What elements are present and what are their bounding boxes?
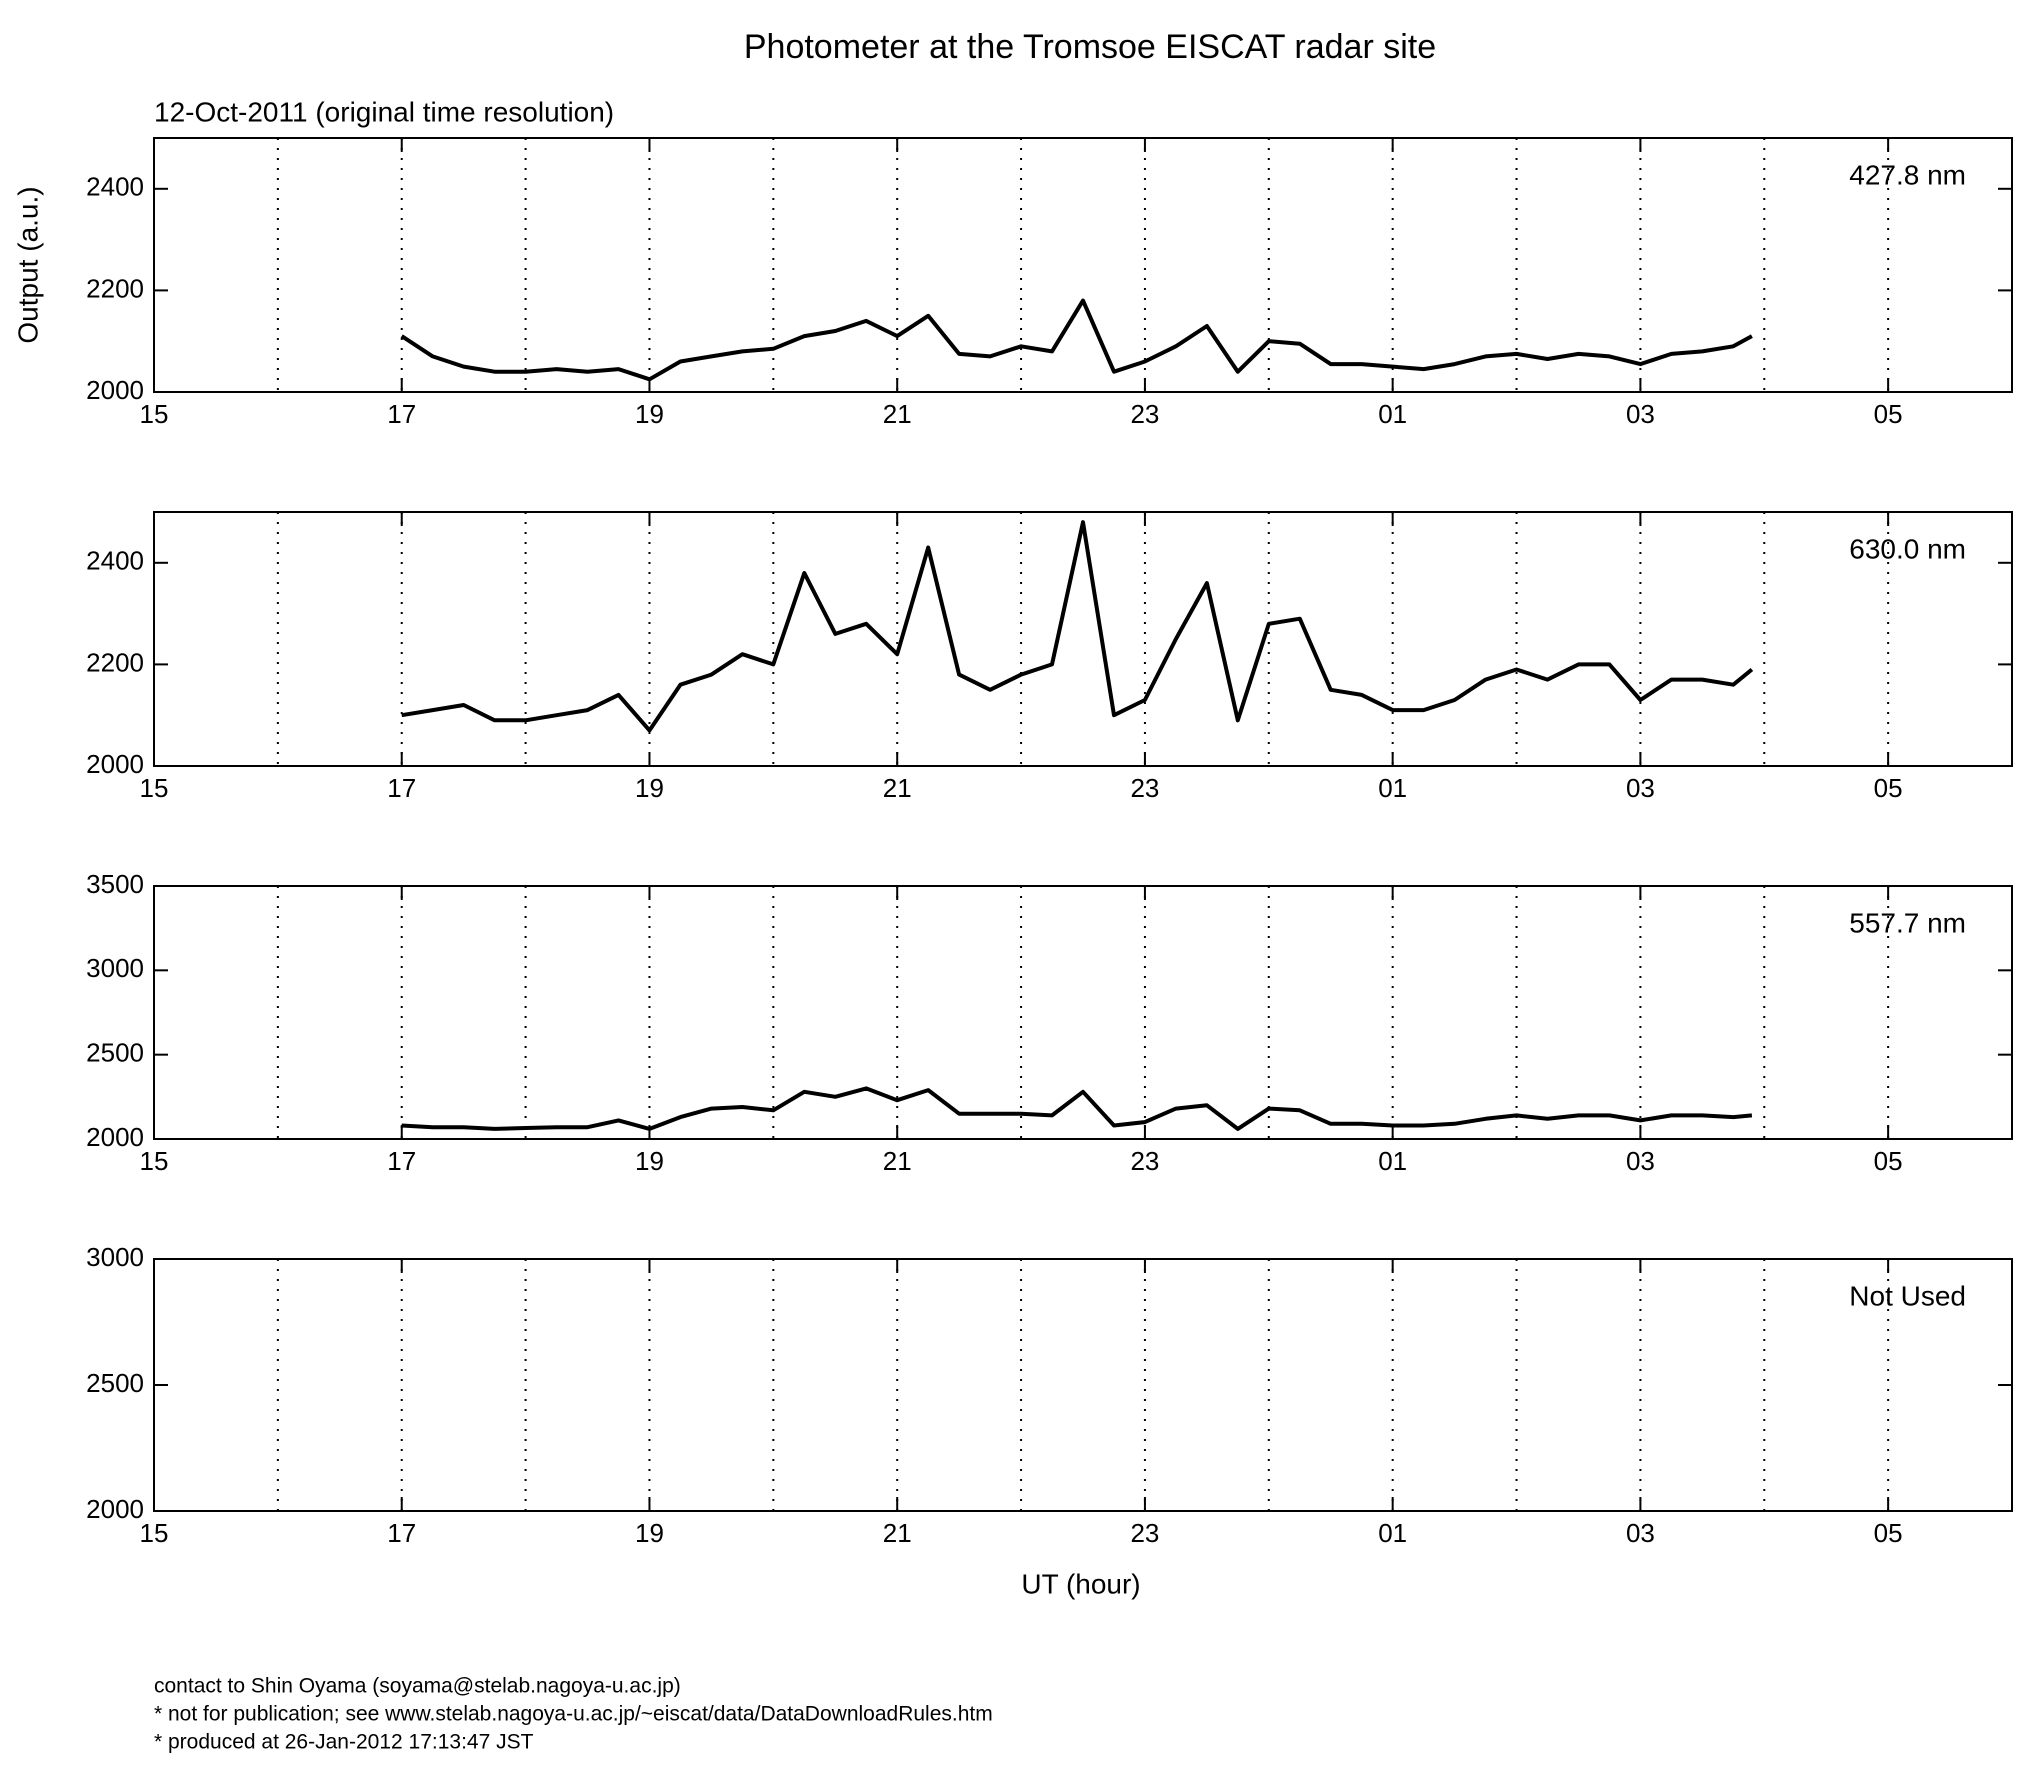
y-axis-label: Output (a.u.) <box>12 186 43 343</box>
x-tick-label: 19 <box>635 773 664 803</box>
panel-label: 557.7 nm <box>1849 907 1966 938</box>
x-tick-label: 05 <box>1874 1146 1903 1176</box>
x-tick-label: 19 <box>635 1146 664 1176</box>
x-tick-label: 05 <box>1874 773 1903 803</box>
x-tick-label: 17 <box>387 1518 416 1548</box>
y-tick-label: 3500 <box>86 869 144 899</box>
footer-line: * produced at 26-Jan-2012 17:13:47 JST <box>154 1731 534 1754</box>
footer-line: * not for publication; see www.stelab.na… <box>154 1703 993 1726</box>
x-tick-label: 17 <box>387 399 416 429</box>
subtitle: 12-Oct-2011 (original time resolution) <box>154 96 614 127</box>
x-tick-label: 03 <box>1626 1146 1655 1176</box>
plot-frame <box>153 885 2013 1140</box>
x-tick-label: 21 <box>883 1146 912 1176</box>
y-tick-label: 2200 <box>86 273 144 303</box>
x-tick-label: 23 <box>1130 399 1159 429</box>
x-tick-label: 05 <box>1874 399 1903 429</box>
x-tick-label: 21 <box>883 773 912 803</box>
y-tick-label: 2500 <box>86 1038 144 1068</box>
panel-label: Not Used <box>1849 1280 1966 1311</box>
y-tick-label: 2400 <box>86 172 144 202</box>
x-tick-label: 03 <box>1626 1518 1655 1548</box>
y-tick-label: 2000 <box>86 375 144 405</box>
figure-title: Photometer at the Tromsoe EISCAT radar s… <box>744 28 1436 66</box>
y-tick-label: 2000 <box>86 1122 144 1152</box>
footer-line: contact to Shin Oyama (soyama@stelab.nag… <box>154 1675 681 1698</box>
x-tick-label: 17 <box>387 773 416 803</box>
x-tick-label: 01 <box>1378 1518 1407 1548</box>
data-line <box>401 1086 1753 1131</box>
x-tick-label: 19 <box>635 399 664 429</box>
x-tick-label: 15 <box>140 399 169 429</box>
x-tick-label: 15 <box>140 1518 169 1548</box>
x-tick-label: 01 <box>1378 1146 1407 1176</box>
data-line <box>401 520 1754 733</box>
plot-frame <box>153 137 2013 393</box>
y-tick-label: 2200 <box>86 647 144 677</box>
x-tick-label: 21 <box>883 1518 912 1548</box>
plot-frame <box>153 1258 2013 1512</box>
y-tick-label: 2000 <box>86 749 144 779</box>
x-tick-label: 05 <box>1874 1518 1903 1548</box>
x-tick-label: 19 <box>635 1518 664 1548</box>
x-tick-label: 15 <box>140 773 169 803</box>
x-tick-label: 17 <box>387 1146 416 1176</box>
x-tick-label: 03 <box>1626 399 1655 429</box>
x-tick-label: 23 <box>1130 1146 1159 1176</box>
y-tick-label: 2000 <box>86 1494 144 1524</box>
panel-label: 427.8 nm <box>1849 159 1966 190</box>
y-tick-label: 3000 <box>86 1242 144 1272</box>
y-tick-label: 3000 <box>86 953 144 983</box>
y-tick-label: 2500 <box>86 1368 144 1398</box>
panel-label: 630.0 nm <box>1849 533 1966 564</box>
x-tick-label: 01 <box>1378 773 1407 803</box>
x-tick-label: 03 <box>1626 773 1655 803</box>
x-tick-label: 01 <box>1378 399 1407 429</box>
x-tick-label: 23 <box>1130 1518 1159 1548</box>
plot-frame <box>153 511 2013 767</box>
y-tick-label: 2400 <box>86 546 144 576</box>
data-line <box>400 298 1753 382</box>
x-tick-label: 15 <box>140 1146 169 1176</box>
x-tick-label: 21 <box>883 399 912 429</box>
x-axis-label: UT (hour) <box>1021 1568 1140 1599</box>
x-tick-label: 23 <box>1130 773 1159 803</box>
